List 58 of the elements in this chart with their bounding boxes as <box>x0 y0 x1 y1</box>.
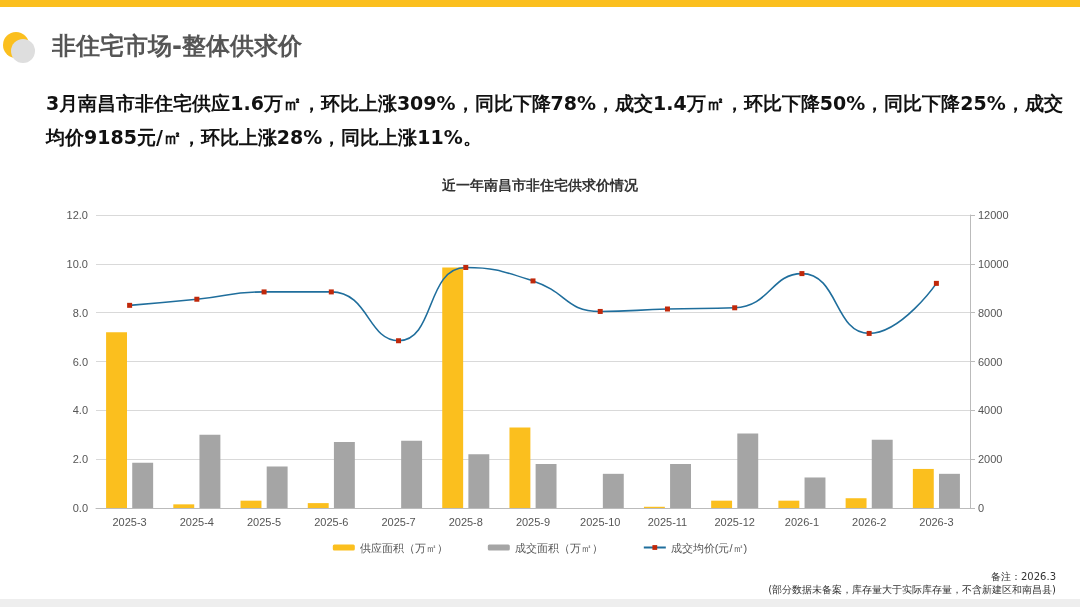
bar <box>307 503 329 508</box>
y2-tick-label: 0 <box>978 502 985 514</box>
y2-tick-label: 4000 <box>978 404 1003 417</box>
chart-subtitle: 3月南昌市非住宅供应1.6万㎡，环比上涨309%，同比下降78%，成交1.4万㎡，环比下降50%，同比下降25%，成交均价9185元/㎡，环比上涨28%，同比上涨11%。 <box>46 91 1064 150</box>
legend-label: 成交均价(元/㎡) <box>670 541 748 554</box>
bar <box>871 439 893 508</box>
bar <box>333 442 355 508</box>
x-tick-label: 2025-12 <box>714 515 755 528</box>
text: 备注：2026.3 <box>990 570 1056 583</box>
y-tick-label: 10.0 <box>66 257 88 270</box>
x-tick-label: 2026-2 <box>852 515 887 528</box>
legend-label: 供应面积（万㎡） <box>359 541 448 554</box>
y-tick-label: 4.0 <box>72 404 88 417</box>
bar <box>173 504 195 508</box>
bar <box>939 473 960 508</box>
x-tick-label: 2025-3 <box>112 515 147 528</box>
y-tick-label: 12.0 <box>66 209 88 221</box>
bar <box>442 267 464 508</box>
y2-tick-label: 12000 <box>978 209 1009 221</box>
bar <box>670 464 691 508</box>
y2-tick-label: 10000 <box>978 257 1009 270</box>
bar <box>132 462 154 508</box>
y-tick-label: 6.0 <box>72 355 88 368</box>
x-tick-label: 2025-7 <box>381 515 416 528</box>
y2-tick-label: 8000 <box>978 306 1003 319</box>
bar <box>468 454 490 508</box>
bar <box>778 500 800 508</box>
bar <box>602 473 624 508</box>
x-tick-label: 2025-9 <box>515 515 551 528</box>
bar <box>266 466 288 508</box>
bar <box>845 498 867 508</box>
legend-label: 成交面积（万㎡） <box>514 541 603 554</box>
x-tick-label: 2026-1 <box>784 515 820 528</box>
y-tick-label: 8.0 <box>72 306 88 319</box>
text: (部分数据未备案，库存量大于实际库存量，不含新建区和南昌县) <box>768 583 1056 596</box>
bar <box>509 427 531 508</box>
x-tick-label: 2025-11 <box>647 515 688 528</box>
x-tick-label: 2025-6 <box>314 515 349 528</box>
bar <box>912 468 934 508</box>
y2-tick-label: 2000 <box>978 453 1003 466</box>
bar <box>804 477 826 508</box>
y-tick-label: 0.0 <box>72 502 88 514</box>
bar <box>240 500 262 508</box>
x-tick-label: 2025-5 <box>246 515 282 528</box>
x-tick-label: 2025-10 <box>580 515 621 528</box>
x-tick-label: 2026-3 <box>919 515 954 528</box>
bar <box>535 464 557 508</box>
text: 非住宅市场-整体供求价 <box>52 31 302 62</box>
bar <box>401 440 423 508</box>
bar <box>737 433 759 508</box>
y2-tick-label: 6000 <box>978 355 1003 368</box>
bar <box>199 434 221 508</box>
x-tick-label: 2025-8 <box>448 515 483 528</box>
x-tick-label: 2025-4 <box>179 515 214 528</box>
y-tick-label: 2.0 <box>72 453 88 466</box>
bar <box>106 332 127 508</box>
bar <box>711 500 733 508</box>
chart-title: 近一年南昌市非住宅供求价情况 <box>441 177 639 193</box>
